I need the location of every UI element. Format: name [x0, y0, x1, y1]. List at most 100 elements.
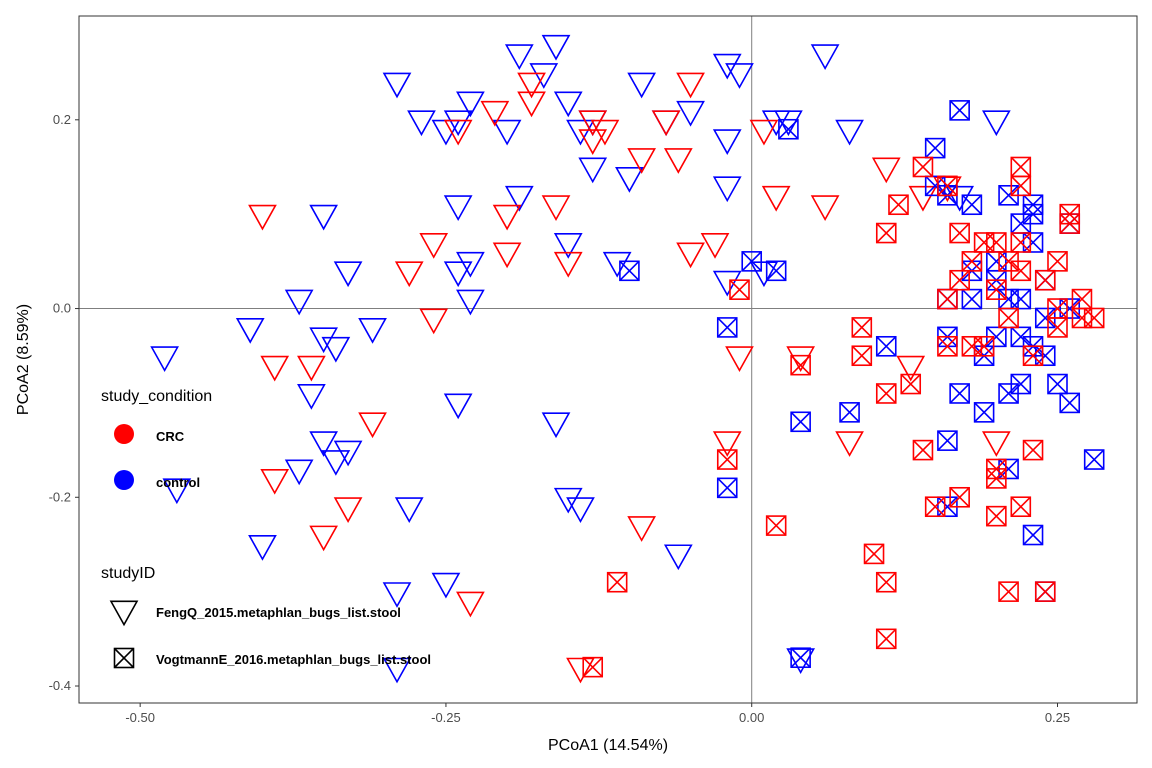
- point-control-vogtmanne: [949, 383, 970, 404]
- point-crc-vogtmanne: [1010, 496, 1032, 518]
- point-control-vogtmanne: [790, 647, 811, 669]
- point-control-fengq: [492, 119, 522, 146]
- point-crc-fengq: [566, 657, 595, 684]
- point-crc-fengq: [835, 431, 864, 457]
- point-control-vogtmanne: [839, 402, 860, 423]
- point-crc-fengq: [517, 72, 546, 99]
- point-crc-fengq: [492, 204, 522, 231]
- point-crc-fengq: [443, 119, 473, 146]
- point-crc-fengq: [553, 251, 583, 278]
- point-crc-vogtmanne: [888, 194, 909, 216]
- point-crc-fengq: [358, 412, 387, 439]
- point-crc-fengq: [761, 185, 791, 212]
- point-control-vogtmanne: [1010, 288, 1032, 310]
- point-control-fengq: [749, 261, 779, 288]
- point-control-fengq: [443, 393, 473, 420]
- point-crc-vogtmanne: [1010, 232, 1032, 253]
- point-crc-vogtmanne: [875, 222, 897, 244]
- y-axis-ticks: -0.4 -0.2 0.0 0.2: [49, 112, 79, 693]
- point-crc-vogtmanne: [1022, 439, 1044, 461]
- point-control-fengq: [358, 317, 387, 344]
- point-control-fengq: [456, 251, 485, 278]
- point-crc-fengq: [871, 157, 901, 184]
- point-control-fengq: [382, 72, 412, 99]
- point-crc-fengq: [896, 355, 926, 382]
- point-crc-vogtmanne: [912, 439, 934, 461]
- point-crc-fengq: [260, 355, 290, 382]
- point-control-vogtmanne: [949, 100, 970, 121]
- point-crc-vogtmanne: [961, 251, 983, 272]
- point-control-vogtmanne: [1083, 449, 1105, 470]
- point-crc-vogtmanne: [851, 345, 873, 367]
- point-crc-vogtmanne: [998, 307, 1019, 329]
- point-crc-vogtmanne: [1047, 251, 1068, 272]
- point-control-fengq: [394, 497, 424, 523]
- point-crc-vogtmanne: [937, 288, 958, 310]
- point-control-vogtmanne: [741, 251, 763, 272]
- point-crc-fengq: [651, 110, 681, 137]
- point-crc-fengq: [908, 185, 938, 212]
- point-crc-fengq: [492, 242, 522, 269]
- point-crc-vogtmanne: [765, 515, 787, 536]
- point-crc-vogtmanne: [973, 335, 995, 357]
- point-crc-fengq: [248, 204, 277, 231]
- point-control-fengq: [553, 233, 583, 259]
- point-control-fengq: [284, 459, 314, 486]
- point-crc-vogtmanne: [863, 543, 885, 565]
- point-control-fengq: [810, 44, 840, 71]
- y-tick-label: 0.2: [53, 112, 71, 127]
- point-crc-vogtmanne: [606, 571, 628, 593]
- point-crc-vogtmanne: [986, 232, 1007, 253]
- point-control-fengq: [578, 157, 608, 184]
- point-crc-fengq: [297, 355, 326, 382]
- point-crc-vogtmanne: [875, 383, 897, 404]
- legend: study_condition CRC control studyID Feng…: [101, 388, 431, 669]
- y-tick-label: -0.2: [49, 489, 71, 504]
- point-control-fengq: [456, 91, 485, 118]
- point-crc-vogtmanne: [949, 222, 970, 244]
- point-control-fengq: [712, 53, 742, 80]
- legend-entry-fengq: FengQ_2015.metaphlan_bugs_list.stool: [156, 605, 401, 620]
- point-control-vogtmanne: [790, 411, 811, 433]
- point-control-fengq: [443, 195, 473, 222]
- point-control-vogtmanne: [1010, 373, 1032, 395]
- point-crc-fengq: [676, 242, 705, 269]
- point-control-fengq: [309, 327, 338, 354]
- point-control-vogtmanne: [1047, 373, 1068, 395]
- point-crc-vogtmanne: [1022, 345, 1044, 367]
- point-crc-fengq: [419, 233, 449, 259]
- point-crc-fengq: [394, 261, 424, 288]
- point-control-fengq: [162, 478, 192, 505]
- point-control-fengq: [541, 34, 571, 61]
- point-crc-vogtmanne: [729, 279, 750, 300]
- point-control-vogtmanne: [937, 430, 958, 451]
- point-crc-vogtmanne: [986, 279, 1007, 300]
- point-crc-fengq: [663, 148, 693, 174]
- point-crc-fengq: [700, 233, 730, 259]
- point-crc-fengq: [810, 195, 840, 222]
- point-crc-vogtmanne: [716, 449, 738, 470]
- point-crc-vogtmanne: [1010, 260, 1032, 282]
- point-control-fengq: [443, 261, 473, 288]
- point-crc-fengq: [578, 129, 608, 155]
- point-control-vogtmanne: [1022, 194, 1044, 216]
- point-control-fengq: [725, 63, 754, 89]
- point-control-fengq: [541, 412, 571, 439]
- point-crc-vogtmanne: [998, 581, 1019, 602]
- data-points: [150, 34, 1105, 684]
- point-control-fengq: [676, 100, 705, 127]
- point-control-fengq: [712, 176, 742, 203]
- point-crc-vogtmanne: [986, 468, 1007, 489]
- legend-entry-control: control: [156, 475, 200, 490]
- point-control-vogtmanne: [961, 288, 983, 310]
- point-crc-vogtmanne: [924, 496, 946, 518]
- point-control-fengq: [504, 185, 534, 212]
- panel-border: [78, 15, 1138, 704]
- point-control-vogtmanne: [1059, 392, 1081, 414]
- point-control-fengq: [981, 110, 1011, 137]
- point-control-vogtmanne: [924, 137, 946, 159]
- point-crc-vogtmanne: [582, 656, 604, 678]
- point-crc-vogtmanne: [912, 156, 934, 178]
- x-tick-label: -0.25: [431, 710, 461, 725]
- point-crc-fengq: [725, 346, 754, 373]
